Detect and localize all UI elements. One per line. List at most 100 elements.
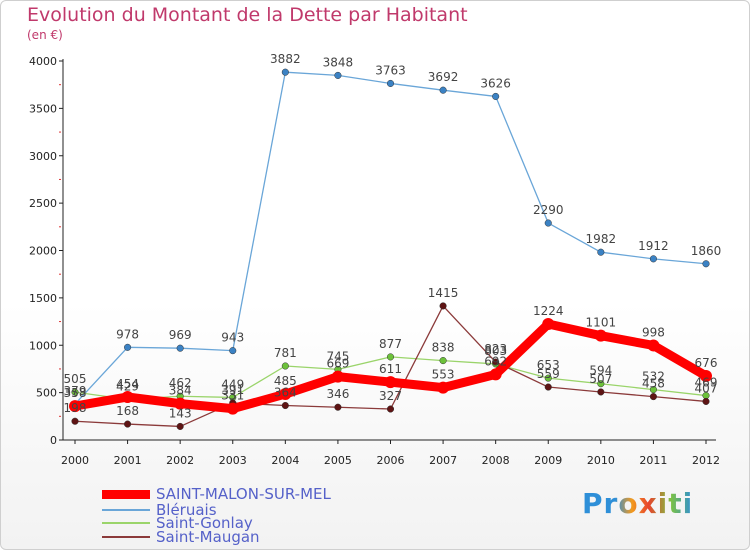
y-tick-label: 4000 — [29, 55, 57, 68]
data-point — [124, 343, 132, 351]
data-label: 358 — [64, 386, 87, 400]
data-label: 384 — [169, 384, 192, 398]
legend-label: Bléruais — [156, 501, 217, 519]
chart-data-labels: 379 978 969 943 3882 3848 3763 3692 3626 2290 1982… — [64, 52, 722, 420]
data-label: 823 — [484, 342, 507, 356]
y-tick-label: 2500 — [29, 197, 57, 210]
y-tick-label: 1000 — [29, 339, 57, 352]
data-point — [281, 68, 289, 76]
x-tick-label: 2002 — [166, 454, 194, 467]
x-tick-label: 2000 — [61, 454, 89, 467]
data-point — [542, 318, 555, 331]
data-point — [71, 388, 79, 396]
legend-item-saint-gonlay: Saint-Gonlay — [102, 514, 253, 532]
data-point — [649, 393, 657, 401]
legend-label: Saint-Gonlay — [156, 514, 253, 532]
legend-swatch — [102, 522, 150, 524]
x-tick-label: 2004 — [271, 454, 299, 467]
y-tick-label: 3500 — [29, 102, 57, 115]
legend-item-bleruais: Bléruais — [102, 501, 217, 519]
data-label: 505 — [64, 372, 87, 386]
data-label: 1982 — [586, 232, 617, 246]
legend-label: SAINT-MALON-SUR-MEL — [156, 485, 331, 503]
data-label: 594 — [589, 364, 612, 378]
legend-swatch — [102, 509, 150, 511]
data-label: 454 — [116, 377, 139, 391]
data-point — [124, 420, 132, 428]
data-label: 462 — [169, 376, 192, 390]
data-point — [594, 329, 607, 342]
data-point — [597, 388, 605, 396]
data-label: 3626 — [480, 76, 511, 90]
data-point — [281, 362, 289, 370]
data-label: 998 — [642, 325, 665, 339]
data-label: 676 — [695, 356, 718, 370]
x-tick-label: 2003 — [219, 454, 247, 467]
y-tick-label: 2000 — [29, 245, 57, 258]
data-point — [69, 400, 81, 413]
data-point — [649, 386, 657, 394]
legend-swatch — [102, 489, 150, 499]
data-label: 346 — [326, 387, 349, 401]
data-point — [174, 397, 187, 410]
data-label: 2290 — [533, 203, 564, 217]
x-tick-label: 2011 — [639, 454, 667, 467]
data-point — [334, 403, 342, 411]
data-label: 1101 — [586, 316, 617, 330]
data-label: 331 — [221, 389, 244, 403]
chart-subtitle: (en €) — [27, 28, 63, 42]
data-label: 469 — [695, 376, 718, 390]
x-tick-label: 2006 — [377, 454, 405, 467]
data-label: 553 — [432, 368, 455, 382]
data-point — [439, 357, 447, 365]
data-point — [649, 255, 657, 263]
data-point — [386, 79, 395, 88]
x-tick-label: 2010 — [587, 454, 615, 467]
data-label: 3763 — [375, 63, 406, 77]
data-point — [647, 339, 660, 352]
x-tick-label: 2009 — [534, 454, 562, 467]
chart-title: Evolution du Montant de la Dette par Hab… — [27, 4, 468, 26]
data-label: 327 — [379, 389, 402, 403]
data-label: 429 — [116, 379, 139, 393]
proxiti-logo: Proxiti — [582, 487, 694, 520]
data-point — [492, 92, 500, 100]
data-point — [281, 401, 289, 410]
legend-item-saint-maugan: Saint-Maugan — [102, 528, 260, 546]
data-point — [386, 405, 395, 413]
data-label: 1415 — [428, 286, 459, 300]
data-label: 364 — [274, 386, 297, 400]
data-point — [700, 369, 712, 382]
data-label: 692 — [484, 354, 507, 368]
data-label: 449 — [221, 377, 244, 391]
data-point — [597, 248, 605, 256]
data-point — [489, 368, 502, 381]
data-point — [702, 397, 710, 405]
x-tick-label: 2012 — [692, 454, 720, 467]
y-tick-label: 0 — [50, 434, 57, 447]
data-label: 877 — [379, 337, 402, 351]
data-label: 198 — [64, 401, 87, 415]
data-point — [384, 376, 397, 389]
data-label: 838 — [432, 341, 455, 355]
data-point — [439, 302, 447, 310]
chart-series-markers — [69, 68, 712, 431]
data-point — [492, 358, 500, 366]
x-tick-label: 2008 — [482, 454, 510, 467]
data-label: 532 — [642, 370, 665, 384]
data-label: 3692 — [428, 70, 459, 84]
data-label: 781 — [274, 346, 297, 360]
y-tick-label: 3000 — [29, 150, 57, 163]
data-label: 1860 — [691, 244, 722, 258]
data-label: 379 — [64, 384, 87, 398]
data-label: 559 — [537, 367, 560, 381]
data-point — [544, 374, 552, 382]
data-label: 1912 — [638, 239, 669, 253]
data-label: 978 — [116, 327, 139, 341]
y-tick-label: 500 — [36, 387, 57, 400]
data-point — [331, 370, 344, 383]
data-point — [439, 86, 447, 94]
data-label: 803 — [484, 344, 507, 358]
